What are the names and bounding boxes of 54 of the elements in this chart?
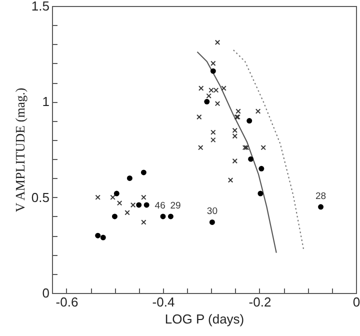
y-axis-title: V AMPLITUDE (mag.)	[12, 88, 28, 212]
point	[95, 194, 100, 200]
point	[204, 98, 210, 104]
point	[124, 210, 130, 216]
point	[141, 220, 146, 225]
point	[248, 156, 254, 162]
point	[214, 100, 220, 106]
x-axis-title: LOG P (days)	[164, 312, 244, 326]
y-tick-label: 0.5	[31, 190, 50, 205]
line-series	[196, 51, 277, 254]
point	[144, 202, 150, 208]
point	[198, 86, 204, 91]
point	[112, 214, 118, 220]
point	[160, 214, 166, 220]
point	[198, 144, 204, 150]
point	[168, 214, 174, 220]
point	[210, 60, 216, 66]
annotation: 46	[154, 200, 166, 212]
point	[258, 190, 264, 196]
point	[246, 118, 252, 124]
point	[130, 202, 136, 208]
line-series	[232, 49, 304, 252]
x-tick-label: 0	[352, 294, 360, 310]
point	[114, 190, 120, 196]
point	[95, 232, 101, 238]
x-tick-label: -0.4	[152, 294, 175, 310]
annotation: 30	[206, 206, 218, 218]
point	[258, 166, 264, 172]
point	[260, 144, 266, 150]
x-tick-label: -0.2	[248, 294, 272, 310]
point	[196, 114, 202, 120]
point	[318, 204, 324, 210]
annotation: 28	[315, 190, 326, 202]
point	[210, 68, 216, 74]
point	[210, 137, 216, 143]
point	[141, 194, 146, 200]
point	[214, 40, 220, 45]
point	[100, 234, 106, 240]
point	[140, 170, 146, 176]
point	[209, 219, 215, 225]
y-tick-label: 1.5	[31, 0, 50, 14]
point	[136, 202, 142, 208]
point	[228, 178, 234, 183]
point	[255, 108, 261, 114]
point	[232, 158, 238, 164]
point	[110, 194, 116, 200]
point	[210, 130, 216, 135]
point	[116, 200, 122, 206]
x-tick-label: -0.6	[56, 294, 78, 310]
point	[213, 88, 219, 93]
point	[126, 175, 132, 181]
annotation: 29	[170, 200, 181, 212]
point	[221, 86, 226, 91]
y-tick-label: 1	[42, 94, 50, 110]
